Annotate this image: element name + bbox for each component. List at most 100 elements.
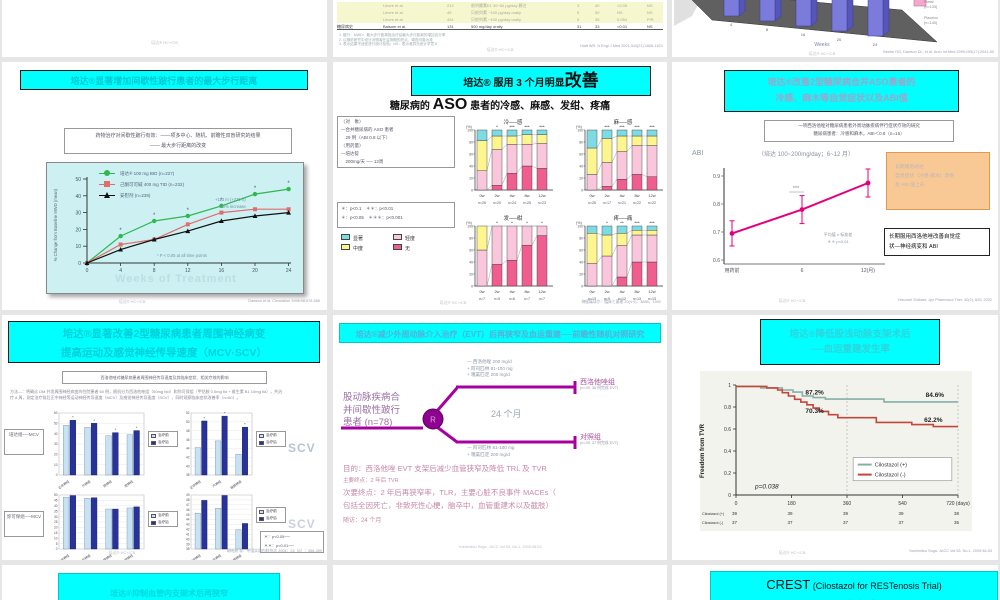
citation: Yoshimitsu Soga, JACC Vol.53, No.1, 2009… xyxy=(908,549,992,553)
brand-mark: 培达® HC+/CB xyxy=(151,40,178,45)
table-cell: 贝前列素 ~100 μg/day orally xyxy=(471,10,521,15)
svg-text:20: 20 xyxy=(579,176,583,180)
brand-mark: 培达® HC+/CB xyxy=(808,51,836,56)
citation: Hiatt WR. N Engl J Med 2001;344(21):1608… xyxy=(580,44,663,48)
svg-text:47: 47 xyxy=(186,503,190,507)
design-paragraph: 随访：24 个月 xyxy=(343,518,382,524)
grouped-bar-chart: 38 39 40 41 42 43 44 45 46 47 48 49 正中神经 尺神经 腓肠神经 xyxy=(178,491,254,560)
slide-thumbnail-5[interactable]: 培达® 服用 3 个月明显改善 糖尿病的 ASO 患者的冷感、麻感、发绀、疼痛 … xyxy=(333,62,667,310)
risk-value: 37 xyxy=(843,520,849,525)
legend-label: Placebo xyxy=(924,16,938,20)
svg-text:49: 49 xyxy=(186,493,190,497)
svg-text:*: * xyxy=(496,125,498,130)
svg-text:20: 20 xyxy=(837,37,842,42)
slide-thumbnail-11[interactable] xyxy=(333,565,667,600)
svg-text:30: 30 xyxy=(75,211,81,217)
svg-text:***: *** xyxy=(619,125,625,130)
svg-text:n=13: n=13 xyxy=(588,297,596,301)
svg-text:n=9: n=9 xyxy=(604,297,610,301)
table-cell: NS xyxy=(647,3,653,8)
arm-label: 西洛他唑组 xyxy=(580,379,615,386)
svg-text:***: *** xyxy=(524,125,530,130)
svg-text:40: 40 xyxy=(75,194,81,200)
svg-text:20: 20 xyxy=(252,268,258,274)
svg-text:0: 0 xyxy=(86,268,89,274)
flow-svg: R xyxy=(341,381,577,449)
legend-label: 治疗后 xyxy=(266,440,277,444)
legend-swatch xyxy=(259,441,264,445)
x-axis-title: Weeks of Treatment xyxy=(115,273,237,285)
risk-value: 35 xyxy=(954,520,960,525)
risk-value: 39 xyxy=(732,511,738,516)
drug-line: — 西洛他唑 200 mg/d xyxy=(467,359,512,364)
svg-text:n=13: n=13 xyxy=(633,297,641,301)
svg-text:4w: 4w xyxy=(509,193,514,198)
svg-text:4w: 4w xyxy=(509,289,514,294)
subtitle-line: —— 最大步行距离的改变 xyxy=(149,143,207,149)
svg-text:腓神经: 腓神经 xyxy=(102,552,113,560)
duration-label: 24 个月 xyxy=(491,409,522,419)
table-row: Lievre et al. 45 贝前列素 ~100 μg/day orally 5 5… xyxy=(337,9,663,16)
svg-text:50: 50 xyxy=(186,420,190,424)
svg-text:n=13: n=13 xyxy=(648,297,656,301)
table-cell: <0.01 xyxy=(617,24,628,29)
drug-line: + 噻氯匹定 200 mg/d xyxy=(467,372,510,377)
svg-text:42: 42 xyxy=(186,528,190,532)
slide-thumbnail-4[interactable]: 培达®显著增加间歇性跛行患者的最大步行距离 药物治疗对间歇性跛行有效：——项多中… xyxy=(2,62,327,310)
svg-text:0.6: 0.6 xyxy=(713,258,720,264)
slide-thumbnail-3[interactable]: 4 8 16 20 24 Weeks Pletal (n=133) Placebo (n=140)… xyxy=(672,0,998,57)
slide-thumbnail-9[interactable]: 培达®降低股浅动脉支架术后 ──血运重建发生率 1 0.8 0.6 0.4 0.2 0 0 1… xyxy=(672,315,998,560)
legend-marker xyxy=(104,191,110,198)
svg-text:41: 41 xyxy=(186,532,190,536)
crest-title-line: CREST (Cilostazol for RESTenosis Trial) xyxy=(711,576,997,594)
svg-text:***: *** xyxy=(793,186,800,192)
slide-thumbnail-2[interactable]: Lievre et al. 212 前列腺素E1 30~60 μg/day 静注 3 4… xyxy=(333,0,667,57)
legend-label: 中度 xyxy=(353,245,364,252)
svg-text:43: 43 xyxy=(186,523,190,527)
svg-text:n=7: n=7 xyxy=(524,297,530,301)
randomization-diagram: R xyxy=(333,315,667,560)
svg-text:8: 8 xyxy=(153,268,156,274)
slide-title-line: 培达®降低股浅动脉支架术后 xyxy=(789,329,911,340)
svg-text:12w: 12w xyxy=(538,193,545,198)
slide-title-line: ──血运重建发生率 xyxy=(810,344,890,355)
study-info-box: 〈对 象〉 —合并糖尿病的 ASO 患者 29 例（ABI 0.8 以下） 〈用药量… xyxy=(337,116,455,168)
svg-text:p=0.038: p=0.038 xyxy=(754,483,779,490)
legend-label: 安慰剂 (n=239) xyxy=(120,193,151,198)
legend-label: 治疗前 xyxy=(158,433,169,437)
slide-thumbnail-8[interactable]: 培达®减少外周动脉介入治疗（EVT）后再狭窄及血运重建──前瞻性随机对照研究 R… xyxy=(333,315,667,560)
slide-thumbnail-12[interactable]: CREST (Cilostazol for RESTenosis Trial) … xyxy=(672,565,998,600)
crest-expansion: (Cilostazol for RESTenosis Trial) xyxy=(810,581,942,591)
risk-value: 38 xyxy=(954,511,960,516)
svg-text:平均值 ± 标准差: 平均值 ± 标准差 xyxy=(824,231,852,237)
slide-thumbnail-6[interactable]: 培达®改善2型糖尿病合并ASO患者的 冷感、麻木等自觉症状以及ABI值 一项西洛… xyxy=(672,62,998,310)
svg-text:50: 50 xyxy=(54,493,58,497)
slide-thumbnail-1[interactable]: 培达® HC+/CB xyxy=(2,0,327,57)
svg-text:39: 39 xyxy=(186,542,190,546)
slide-thumbnail-7[interactable]: 培达®显著改善2型糖尿病患者周围神经病变 提高运动及感觉神经传导速度（MCV·S… xyxy=(2,315,327,560)
legend-label: 治疗前 xyxy=(266,433,277,437)
svg-text:尺神经: 尺神经 xyxy=(81,478,92,488)
slide-subtitle: 糖尿病的 ASO 患者的冷感、麻感、发绀、疼痛 xyxy=(333,96,667,114)
svg-text:*: * xyxy=(93,418,95,423)
subtitle-text: 糖尿病的 xyxy=(389,101,433,112)
svg-text:0w: 0w xyxy=(479,289,484,294)
group-label: 培达组──MCV xyxy=(9,432,39,437)
svg-text:100: 100 xyxy=(577,224,583,228)
svg-text:2w: 2w xyxy=(604,193,609,198)
svg-text:20: 20 xyxy=(75,227,81,233)
info-line: 〈对 象〉 xyxy=(341,119,364,124)
legend-label: 己酮可可碱 400 mg TID (n=232) xyxy=(120,182,185,187)
conclusion-line: 状—神经病变和 ABI xyxy=(889,244,938,250)
svg-text:*: * xyxy=(187,208,190,214)
slide-thumbnail-10[interactable]: 培达®抑制血管内支架术后再狭窄 xyxy=(2,565,327,600)
table-cell: <0.05 xyxy=(617,3,628,8)
svg-text:胫神经: 胫神经 xyxy=(123,478,134,488)
scv-watermark: SCV xyxy=(288,441,316,455)
svg-text:20: 20 xyxy=(54,453,58,457)
svg-text:4w: 4w xyxy=(619,289,624,294)
svg-text:Cilostazol (+): Cilostazol (+) xyxy=(875,463,907,469)
svg-text:Cilostazol (-): Cilostazol (-) xyxy=(875,473,906,479)
svg-text:n=26: n=26 xyxy=(478,201,486,205)
stacked-bar-chart: 冷──感 (%) 0 20 40 60 80 100 0w n=26 * 2w n=20 *** 4w n=2… xyxy=(461,118,557,210)
